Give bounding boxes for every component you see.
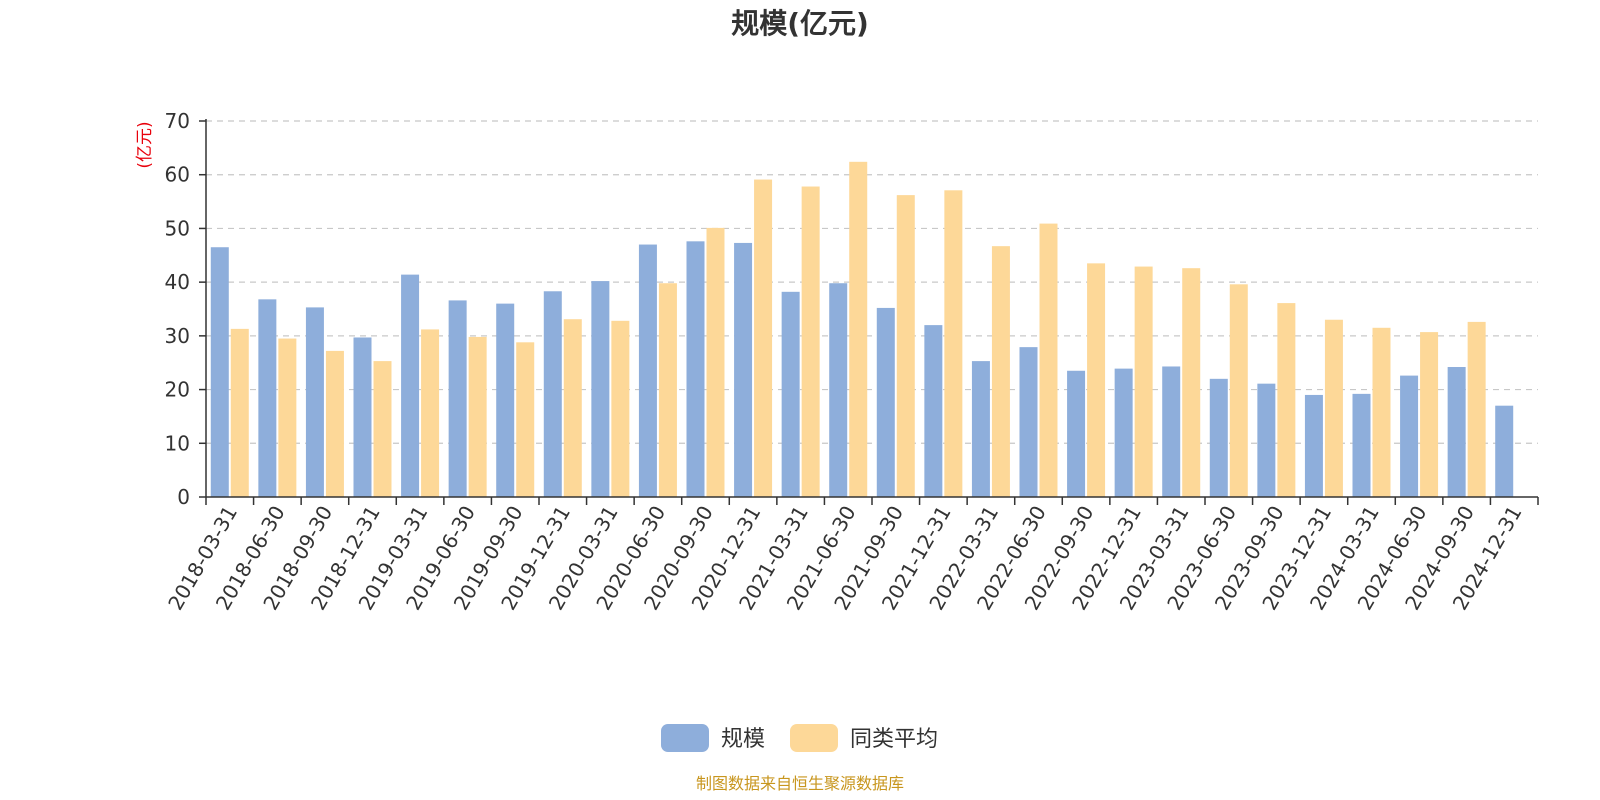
bar-peer-average xyxy=(1087,263,1106,497)
y-tick-label: 50 xyxy=(165,216,190,240)
y-tick-labels: 0 10 20 30 40 50 60 70 xyxy=(165,109,190,509)
chart-title: 规模(亿元) xyxy=(731,7,869,40)
y-axis-unit: (亿元) xyxy=(135,121,155,168)
bar-peer-average xyxy=(1324,319,1343,497)
bar-scale xyxy=(638,244,657,497)
bar-scale xyxy=(1114,368,1133,497)
bar-scale xyxy=(686,241,705,497)
bar-scale xyxy=(353,337,372,497)
bar-peer-average xyxy=(611,320,630,497)
bar-scale xyxy=(1067,370,1086,497)
y-tick-label: 60 xyxy=(165,163,190,187)
bar-scale xyxy=(496,303,515,497)
bar-scale xyxy=(1495,405,1514,497)
bar-peer-average xyxy=(896,195,915,497)
bar-peer-average xyxy=(1134,266,1153,497)
y-tick-label: 10 xyxy=(165,431,190,455)
bar-scale xyxy=(971,361,990,497)
bar-scale xyxy=(210,247,229,497)
bar-scale xyxy=(924,325,943,497)
bar-scale xyxy=(1162,366,1181,497)
bar-scale xyxy=(258,299,277,497)
bar-peer-average xyxy=(849,161,868,497)
bar-scale xyxy=(876,307,895,497)
bar-scale xyxy=(1400,375,1419,497)
bar-scale xyxy=(1209,378,1228,497)
bar-peer-average xyxy=(1277,303,1296,497)
bar-scale xyxy=(1352,393,1371,497)
bar-scale xyxy=(448,300,467,497)
bar-scale xyxy=(543,291,562,497)
y-tick-label: 40 xyxy=(165,270,190,294)
bar-peer-average xyxy=(754,179,773,497)
legend-label: 规模 xyxy=(721,727,765,752)
bar-peer-average xyxy=(421,329,440,497)
bar-peer-average xyxy=(706,227,725,498)
bar-scale xyxy=(401,274,420,497)
bar-peer-average xyxy=(658,283,677,497)
bar-scale xyxy=(1019,347,1038,497)
bar-scale xyxy=(781,291,800,497)
legend: 规模 同类平均 xyxy=(661,724,938,752)
bar-peer-average xyxy=(325,350,344,497)
bar-peer-average xyxy=(373,361,392,497)
legend-swatch xyxy=(790,724,838,752)
bar-scale xyxy=(591,281,610,497)
bar-peer-average xyxy=(1372,327,1391,497)
bar-peer-average xyxy=(230,328,249,497)
bar-peer-average xyxy=(278,338,297,497)
bar-peer-average xyxy=(801,186,820,497)
bar-scale xyxy=(829,283,848,497)
bar-peer-average xyxy=(991,246,1010,497)
bar-peer-average xyxy=(944,190,963,497)
y-tick-label: 20 xyxy=(165,378,190,402)
y-tick-label: 0 xyxy=(177,485,190,509)
bar-peer-average xyxy=(1039,223,1058,497)
x-tick-labels: 2018-03-312018-06-302018-09-302018-12-31… xyxy=(163,501,1526,614)
bar-peer-average xyxy=(516,342,535,497)
y-tick-label: 30 xyxy=(165,324,190,348)
bar-scale xyxy=(305,307,324,497)
bar-peer-average xyxy=(1420,332,1439,497)
bar-peer-average xyxy=(1467,321,1486,497)
bar-scale xyxy=(1257,383,1276,497)
bar-scale xyxy=(1304,394,1323,497)
bar-peer-average xyxy=(1229,284,1248,497)
bars xyxy=(210,161,1514,498)
y-tick-label: 70 xyxy=(165,109,190,133)
bar-scale xyxy=(1447,367,1466,497)
bar-peer-average xyxy=(563,319,582,497)
bar-scale xyxy=(734,242,753,497)
legend-label: 同类平均 xyxy=(850,727,938,752)
bar-peer-average xyxy=(468,336,487,497)
bar-peer-average xyxy=(1182,268,1201,497)
legend-swatch xyxy=(661,724,709,752)
axes xyxy=(199,119,1539,505)
source-note: 制图数据来自恒生聚源数据库 xyxy=(696,774,904,793)
